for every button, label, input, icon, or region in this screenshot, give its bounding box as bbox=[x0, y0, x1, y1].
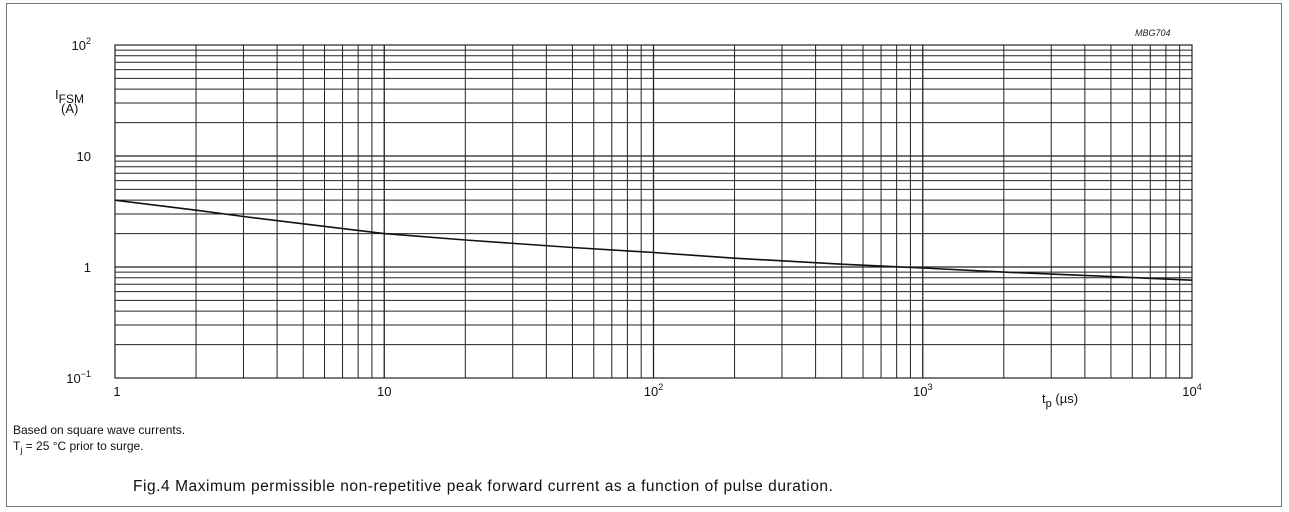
y-unit: (A) bbox=[61, 101, 79, 116]
y-tick-label: 10−1 bbox=[66, 369, 91, 386]
x-tick-label: 103 bbox=[913, 382, 932, 399]
y-symbol-subscript: FSM bbox=[58, 92, 84, 106]
x-symbol: t bbox=[1042, 391, 1046, 406]
x-tick-label: 104 bbox=[1182, 382, 1201, 399]
series-line-0 bbox=[114, 199, 1193, 281]
note-square-wave: Based on square wave currents. bbox=[13, 423, 186, 437]
x-tick-label: 1 bbox=[113, 384, 120, 399]
y-tick-label: 102 bbox=[72, 36, 91, 53]
x-tick-label: 10 bbox=[377, 384, 391, 399]
x-tick-label: 102 bbox=[644, 382, 663, 399]
y-axis-label: IFSM (A) bbox=[55, 88, 84, 116]
temp-symbol: T bbox=[13, 439, 21, 453]
figure-frame bbox=[6, 3, 1282, 507]
note-junction-temp: Tj = 25 °C prior to surge. bbox=[13, 439, 144, 455]
plot-border bbox=[114, 44, 1193, 379]
series-layer bbox=[114, 199, 1193, 281]
y-symbol: I bbox=[55, 87, 59, 102]
temp-subscript: j bbox=[20, 445, 23, 455]
x-symbol-subscript: p bbox=[1045, 398, 1052, 410]
temp-condition: = 25 °C prior to surge. bbox=[22, 439, 144, 453]
y-tick-label: 1 bbox=[84, 260, 91, 275]
grid-lines bbox=[115, 45, 1192, 378]
y-tick-label: 10 bbox=[77, 149, 91, 164]
figure-caption: Fig.4 Maximum permissible non-repetitive… bbox=[133, 478, 834, 495]
x-axis-label: tp (µs) bbox=[1042, 391, 1079, 410]
x-tick-labels: 1 10 102 103 104 bbox=[113, 382, 1201, 399]
figure-id-label: MBG704 bbox=[1135, 28, 1171, 38]
x-unit: (µs) bbox=[1055, 391, 1079, 406]
